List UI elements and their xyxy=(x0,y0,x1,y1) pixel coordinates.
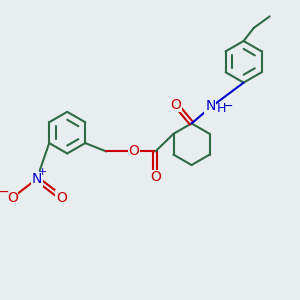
Text: +: + xyxy=(38,167,47,177)
Text: −: − xyxy=(223,100,233,112)
Text: H: H xyxy=(217,102,226,116)
Text: N: N xyxy=(32,172,42,186)
Text: O: O xyxy=(56,191,67,205)
Text: O: O xyxy=(150,170,161,184)
Text: O: O xyxy=(170,98,181,112)
Text: O: O xyxy=(128,144,139,158)
Text: N: N xyxy=(205,99,215,113)
Text: −: − xyxy=(0,185,9,199)
Text: O: O xyxy=(7,191,18,205)
